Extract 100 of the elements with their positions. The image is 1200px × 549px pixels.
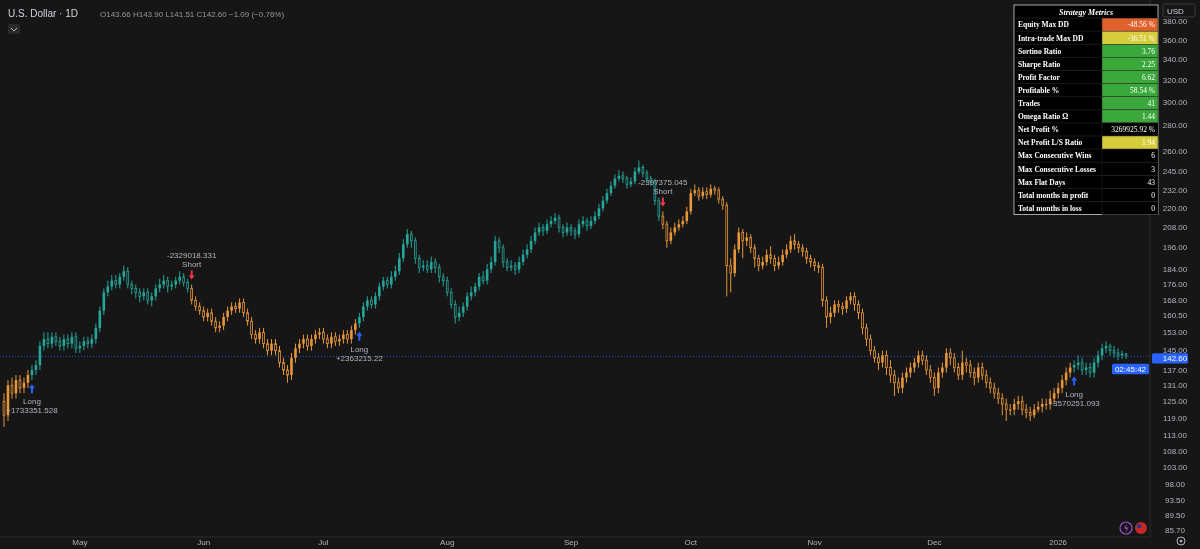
x-tick-label: 2026 (1049, 538, 1068, 547)
candlestick (901, 372, 904, 394)
x-tick-label: Jun (197, 538, 211, 547)
y-tick-label: 232.00 (1162, 185, 1188, 195)
ref-line-label: 142.60 (1162, 354, 1188, 364)
candlestick (741, 228, 745, 259)
candlestick (54, 331, 58, 347)
y-tick-label: 260.00 (1162, 146, 1188, 156)
y-tick-label: 320.00 (1162, 75, 1188, 85)
candlestick (46, 331, 50, 349)
candlestick (405, 228, 409, 249)
candlestick (689, 188, 693, 216)
candlestick (621, 171, 625, 184)
candlestick (953, 352, 956, 374)
candlestick (58, 336, 62, 352)
candlestick (398, 252, 401, 276)
candlestick (625, 175, 629, 190)
candlestick (513, 261, 517, 276)
y-tick-label: 340.00 (1162, 55, 1188, 65)
y-tick-label: 245.00 (1162, 167, 1188, 177)
candlestick (961, 350, 964, 381)
x-tick-label: Jul (318, 538, 329, 547)
y-tick-label: 184.00 (1162, 264, 1188, 274)
candlestick (885, 350, 888, 376)
x-tick-label: Nov (807, 538, 822, 547)
candlestick (294, 343, 297, 364)
candlestick (945, 347, 948, 374)
candlestick (1080, 357, 1084, 376)
candlestick (126, 266, 130, 289)
candlestick (74, 331, 78, 354)
candlestick (937, 367, 940, 394)
y-tick-label: 208.00 (1162, 222, 1188, 232)
y-tick-label: 300.00 (1162, 97, 1188, 107)
candlestick (362, 301, 365, 322)
candlestick (402, 238, 405, 263)
candlestick (889, 359, 892, 384)
candlestick (1000, 392, 1004, 416)
y-tick-label: 380.00 (1162, 17, 1188, 27)
x-tick-label: May (72, 538, 88, 547)
y-tick-label: 119.00 (1163, 413, 1188, 423)
text: U.S. Dollar · 1D (8, 8, 79, 19)
x-tick-label: Oct (684, 538, 698, 547)
text: USD (1167, 6, 1185, 16)
candlestick (290, 352, 293, 381)
y-tick-label: 89.50 (1164, 510, 1186, 520)
y-tick-label: 168.00 (1162, 295, 1188, 305)
y-tick-label: 131.00 (1162, 380, 1188, 390)
candlestick (242, 297, 245, 318)
candlestick (1004, 398, 1008, 422)
candlestick (262, 327, 265, 349)
x-tick-label: Sep (563, 538, 579, 547)
candlestick (501, 243, 505, 268)
candlestick (733, 243, 737, 278)
candlestick (66, 334, 70, 349)
y-tick-label: 113.00 (1163, 431, 1188, 441)
y-tick-label: 280.00 (1162, 121, 1188, 131)
candlestick (977, 362, 980, 384)
annotation: Long +2363215.22 (335, 344, 384, 363)
candlestick (637, 160, 641, 175)
y-tick-label: 85.70 (1164, 525, 1186, 535)
y-tick-label: 145.00 (1162, 346, 1188, 356)
candlestick (893, 369, 896, 397)
candlestick (541, 223, 545, 237)
y-tick-label: 360.00 (1162, 35, 1188, 45)
y-tick-label: 93.50 (1164, 495, 1186, 505)
y-tick-label: 196.00 (1162, 243, 1188, 253)
candlestick (278, 345, 281, 369)
candlestick (569, 223, 573, 237)
text: O143.66 H143.90 L141.51 C142.60 −1.09 (−0.76%) (100, 10, 285, 19)
text: Strategy Metrics (1059, 7, 1113, 17)
candlestick (925, 354, 928, 376)
candlestick (861, 308, 864, 336)
candlestick (437, 263, 441, 284)
candlestick (665, 220, 669, 249)
y-tick-label: 160.50 (1162, 311, 1188, 321)
candlestick (1008, 403, 1012, 416)
y-tick-label: 98.00 (1164, 479, 1186, 489)
y-tick-label: 125.00 (1162, 396, 1188, 406)
annotation: -2329018.331 Short (166, 251, 217, 270)
candlestick (1088, 362, 1092, 379)
candlestick (933, 372, 936, 397)
candlestick (413, 236, 417, 265)
candlestick (737, 226, 741, 254)
y-tick-label: 220.00 (1162, 203, 1188, 213)
candlestick (585, 217, 589, 232)
candlestick (1112, 345, 1116, 359)
candlestick (853, 291, 856, 312)
candlestick (1116, 347, 1120, 361)
annotation: 02:45:42 (1114, 364, 1147, 374)
y-tick-label: 103.00 (1162, 462, 1188, 472)
candlestick (1072, 359, 1076, 374)
y-tick-label: 153.00 (1162, 327, 1188, 337)
candlestick (250, 316, 253, 340)
y-tick-label: 108.00 (1162, 446, 1188, 456)
y-tick-label: 137.00 (1162, 365, 1188, 375)
candlestick (1020, 395, 1024, 416)
candlestick (190, 284, 193, 305)
x-tick-label: Dec (927, 538, 942, 547)
x-tick-label: Aug (440, 538, 455, 547)
annotation: -2397375.045 Short (638, 178, 689, 197)
